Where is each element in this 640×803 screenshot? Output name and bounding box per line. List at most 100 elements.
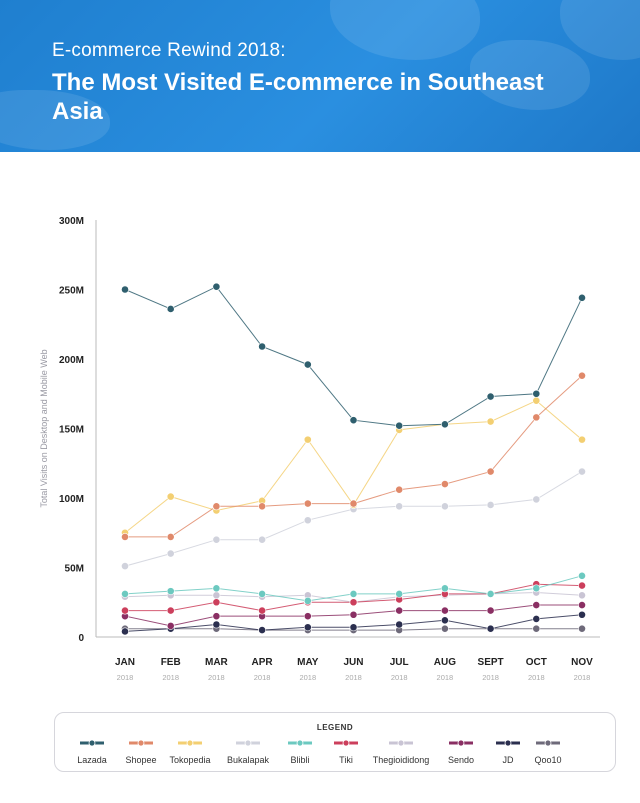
x-tick-sublabel: 2018 <box>391 673 408 682</box>
data-point-jd <box>440 616 449 625</box>
data-point-sendo <box>166 621 175 630</box>
x-tick-sublabel: 2018 <box>574 673 591 682</box>
y-tick-label: 250M <box>59 286 84 297</box>
data-point-bukalapak <box>532 495 541 504</box>
data-point-shopee <box>578 371 586 380</box>
x-tick-label: APR <box>252 657 274 668</box>
data-point-shopee <box>212 502 221 511</box>
x-tick-label: JUL <box>390 657 409 668</box>
legend-swatch-dot <box>137 739 145 747</box>
data-point-lazada <box>166 305 175 313</box>
x-tick-sublabel: 2018 <box>117 673 134 682</box>
legend-label-thegioididong: Thegioididong <box>373 755 430 765</box>
x-tick-sublabel: 2018 <box>162 673 179 682</box>
data-point-tokopedia <box>486 417 495 426</box>
data-point-tiki <box>258 606 266 615</box>
header-title: The Most Visited E-commerce in Southeast… <box>52 69 544 125</box>
data-point-blibli <box>532 584 541 593</box>
x-tick-sublabel: 2018 <box>437 673 454 682</box>
x-tick-label: MAR <box>205 657 229 668</box>
data-point-thegioididong <box>578 591 586 600</box>
y-tick-label: 0 <box>78 633 84 644</box>
data-point-tiki <box>121 606 129 615</box>
data-point-tiki <box>166 606 175 615</box>
legend-swatch-dot <box>504 739 512 747</box>
data-point-jd <box>349 623 358 632</box>
data-point-blibli <box>578 571 586 580</box>
data-point-lazada <box>258 342 266 351</box>
y-tick-label: 50M <box>65 564 84 575</box>
data-point-blibli <box>166 587 175 596</box>
legend-swatch-dot <box>296 739 304 747</box>
data-point-jd <box>303 623 312 632</box>
data-point-bukalapak <box>440 502 449 511</box>
data-point-bukalapak <box>258 535 266 544</box>
data-point-bukalapak <box>395 502 404 511</box>
x-tick-label: JUN <box>343 657 363 668</box>
data-point-blibli <box>258 590 266 598</box>
data-point-sendo <box>486 606 495 615</box>
x-tick-label: FEB <box>161 657 181 668</box>
data-point-bukalapak <box>121 562 129 571</box>
legend-label-lazada: Lazada <box>77 755 107 765</box>
data-point-shopee <box>349 499 358 508</box>
data-point-shopee <box>395 485 404 494</box>
data-point-shopee <box>258 502 266 511</box>
data-point-jd <box>532 615 541 623</box>
data-point-shopee <box>121 533 129 541</box>
data-point-blibli <box>486 590 495 598</box>
data-point-sendo <box>532 601 541 609</box>
data-point-qoo10 <box>440 624 449 633</box>
map-decoration <box>0 90 110 150</box>
data-point-blibli <box>395 590 404 598</box>
data-point-qoo10 <box>532 624 541 633</box>
y-axis-label: Total Visits on Desktop and Mobile Web <box>39 349 49 507</box>
data-point-tiki <box>212 598 221 607</box>
x-tick-label: SEPT <box>478 657 504 668</box>
data-point-jd <box>578 610 586 619</box>
series-line-bukalapak <box>124 471 583 567</box>
series-line-lazada <box>124 286 583 427</box>
x-tick-label: JAN <box>115 657 135 668</box>
y-tick-label: 150M <box>59 425 84 436</box>
map-decoration <box>470 40 590 110</box>
data-point-bukalapak <box>166 549 175 558</box>
data-point-sendo <box>578 601 586 609</box>
data-point-bukalapak <box>486 501 495 509</box>
data-point-tokopedia <box>578 435 586 444</box>
legend-label-shopee: Shopee <box>125 755 156 765</box>
data-point-lazada <box>578 293 586 302</box>
data-point-lazada <box>532 389 541 398</box>
data-point-blibli <box>303 596 312 605</box>
legend-swatch-dot <box>186 739 194 747</box>
legend-label-blibli: Blibli <box>290 755 309 765</box>
x-tick-sublabel: 2018 <box>299 673 316 682</box>
data-point-sendo <box>303 612 312 621</box>
data-point-tiki <box>578 581 586 590</box>
data-point-lazada <box>395 421 404 430</box>
data-point-lazada <box>212 282 221 291</box>
data-point-thegioididong <box>212 591 221 600</box>
data-point-lazada <box>303 360 312 369</box>
data-point-sendo <box>440 606 449 615</box>
data-point-jd <box>258 626 266 634</box>
x-tick-sublabel: 2018 <box>208 673 225 682</box>
legend-swatch-dot <box>397 739 405 747</box>
x-tick-label: OCT <box>526 657 547 668</box>
legend-swatch-dot <box>88 739 96 747</box>
data-point-shopee <box>166 533 175 541</box>
legend-swatch-dot <box>244 739 252 747</box>
data-point-jd <box>212 620 221 629</box>
data-point-shopee <box>303 499 312 508</box>
x-tick-sublabel: 2018 <box>345 673 362 682</box>
data-point-blibli <box>121 590 129 598</box>
y-tick-label: 100M <box>59 494 84 505</box>
data-point-shopee <box>532 413 541 422</box>
data-point-qoo10 <box>578 624 586 633</box>
data-point-lazada <box>486 392 495 401</box>
data-point-bukalapak <box>212 535 221 544</box>
legend-label-jd: JD <box>503 755 515 765</box>
map-decoration <box>330 0 480 60</box>
legend-label-sendo: Sendo <box>448 755 474 765</box>
legend-label-qoo10: Qoo10 <box>534 755 561 765</box>
